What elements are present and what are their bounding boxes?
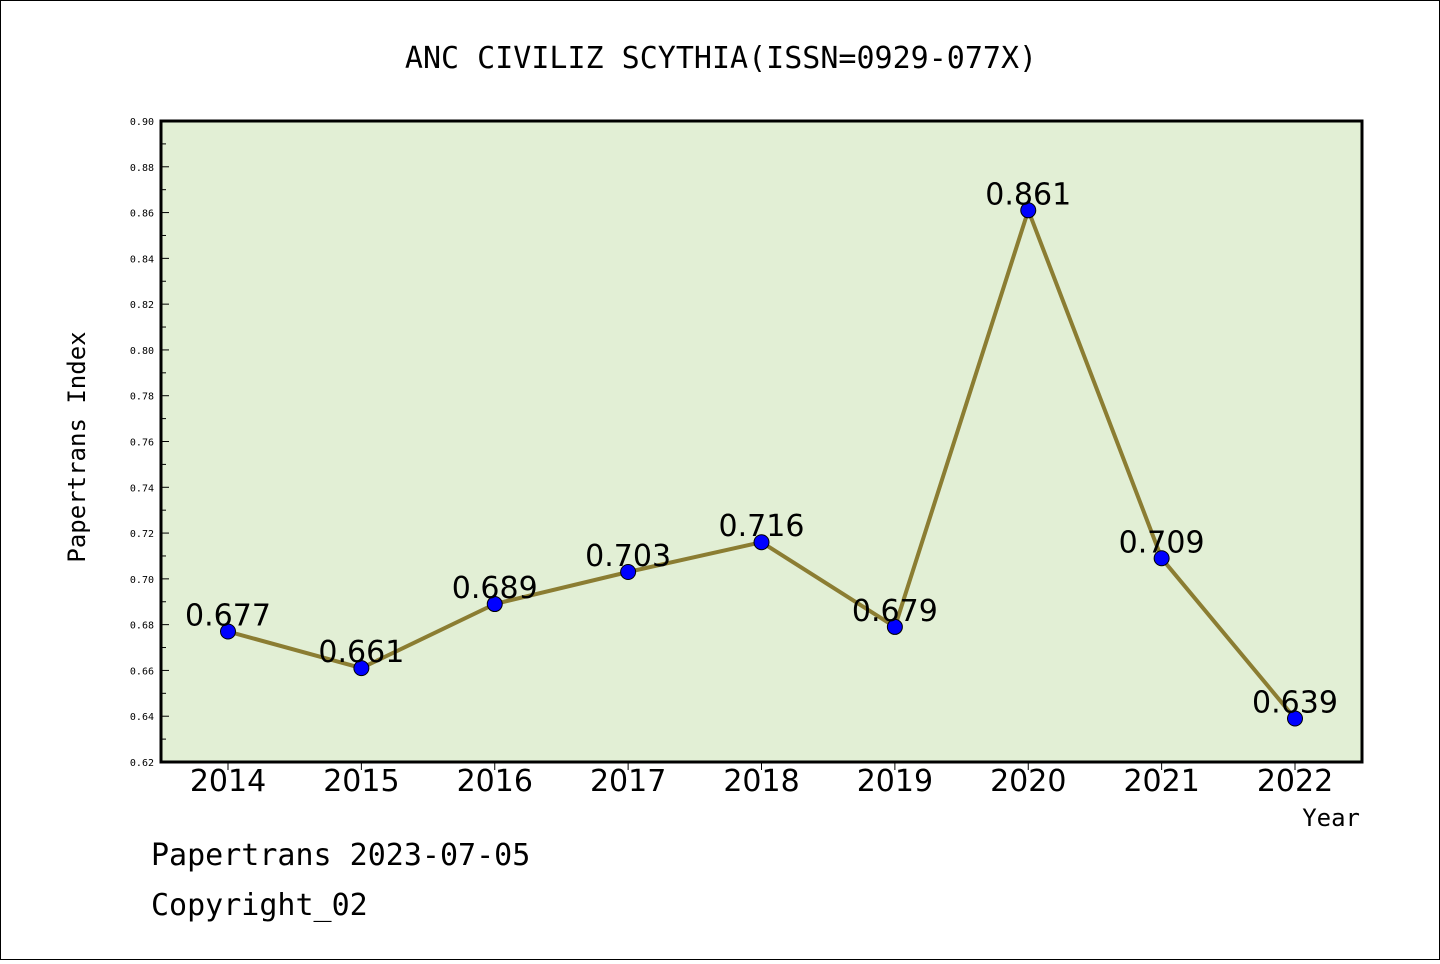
y-tick-label: 0.80 (130, 346, 154, 357)
x-tick-label: 2014 (190, 764, 266, 799)
data-label: 0.677 (185, 599, 271, 634)
y-tick-label: 0.68 (130, 621, 154, 632)
x-tick-label: 2018 (723, 764, 799, 799)
x-tick-label: 2021 (1123, 764, 1199, 799)
x-tick-label: 2022 (1257, 764, 1333, 799)
x-axis-label: Year (1302, 804, 1360, 832)
data-label: 0.709 (1119, 525, 1205, 560)
y-tick-label: 0.82 (130, 300, 154, 311)
data-label: 0.679 (852, 594, 938, 629)
x-tick-label: 2017 (590, 764, 666, 799)
data-point (886, 618, 903, 635)
data-label: 0.661 (318, 635, 404, 670)
footer-date: Papertrans 2023-07-05 (151, 838, 530, 873)
y-tick-label: 0.70 (130, 575, 154, 586)
data-point (1020, 202, 1037, 219)
x-tick-label: 2015 (323, 764, 399, 799)
data-label: 0.703 (585, 539, 671, 574)
data-point (220, 623, 236, 640)
data-point (1153, 550, 1170, 567)
y-tick-label: 0.72 (130, 529, 154, 540)
y-tick-label: 0.74 (130, 483, 154, 494)
footer-copyright: Copyright_02 (151, 888, 368, 923)
x-tick-label: 2016 (457, 764, 533, 799)
data-points (220, 202, 1303, 727)
data-label: 0.861 (985, 177, 1071, 212)
x-tick-label: 2020 (990, 764, 1066, 799)
chart-title: ANC CIVILIZ SCYTHIA(ISSN=0929-077X) (405, 41, 1037, 76)
y-tick-label: 0.90 (130, 117, 154, 128)
y-tick-label: 0.62 (130, 758, 154, 769)
plot-border (159, 119, 1364, 764)
data-point (353, 660, 370, 677)
data-labels: 0.677 0.661 0.689 0.703 0.716 0.679 0.861 0.709… (185, 177, 1338, 720)
y-tick-label: 0.76 (130, 438, 154, 449)
data-label: 0.689 (452, 571, 538, 606)
y-tick-label: 0.86 (130, 209, 154, 220)
data-point (486, 596, 503, 613)
y-tick-label: 0.78 (130, 392, 154, 403)
data-point (620, 563, 637, 580)
y-axis-label: Papertrans Index (63, 331, 91, 562)
y-tick-label: 0.84 (130, 254, 154, 265)
x-axis-ticks: 2014 2015 2016 2017 2018 2019 2020 2021 2022 (190, 762, 1333, 799)
data-point (1287, 710, 1303, 727)
data-point (753, 534, 770, 551)
data-label: 0.716 (719, 509, 805, 544)
plot-area (161, 121, 1362, 762)
y-tick-label: 0.88 (130, 163, 154, 174)
data-label: 0.639 (1252, 686, 1338, 721)
x-tick-label: 2019 (857, 764, 933, 799)
y-tick-label: 0.64 (130, 712, 154, 723)
y-tick-label: 0.66 (130, 666, 154, 677)
